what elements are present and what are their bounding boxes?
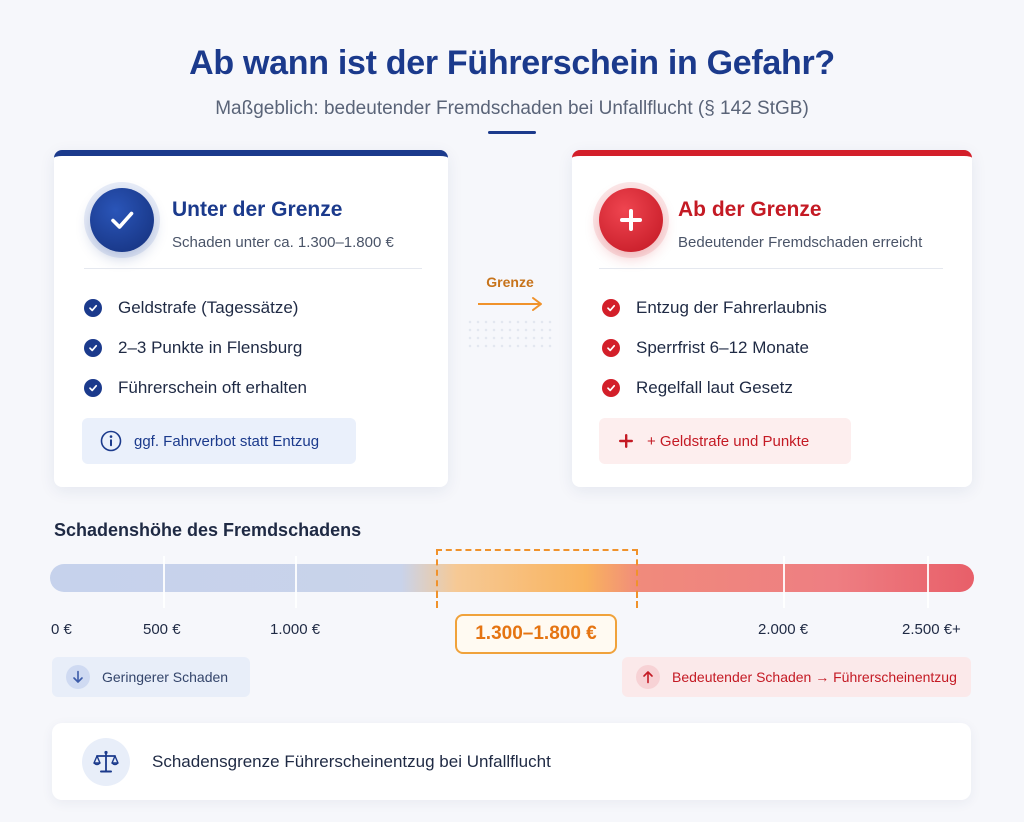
list-item-label: 2–3 Punkte in Flensburg (118, 338, 303, 357)
info-note: ggf. Fahrverbot statt Entzug (82, 418, 356, 464)
arrow-down-icon (66, 665, 90, 689)
above-threshold-card: Ab der Grenze Bedeutender Fremdschaden e… (572, 150, 972, 487)
list-item: Regelfall laut Gesetz (602, 368, 827, 408)
page-subtitle: Maßgeblich: bedeutender Fremdschaden bei… (215, 98, 809, 119)
below-threshold-card: Unter der Grenze Schaden unter ca. 1.300… (54, 150, 448, 487)
scale-tick (295, 556, 297, 608)
threshold-zone-edge (636, 592, 638, 608)
card-subtitle: Schaden unter ca. 1.300–1.800 € (172, 234, 394, 251)
arrow-up-icon (636, 665, 660, 689)
note-text: ggf. Fahrverbot statt Entzug (134, 432, 320, 450)
check-icon (90, 188, 154, 252)
scale-title: Schadenshöhe des Fremdschadens (54, 520, 362, 540)
scale-tick (927, 556, 929, 608)
check-icon (84, 339, 102, 357)
tick-label: 500 € (143, 621, 181, 638)
threshold-zone-marker (436, 549, 638, 607)
scales-icon (82, 738, 130, 786)
tag-label: Geringerer Schaden (102, 669, 229, 685)
tag-label: Bedeutender Schaden → Führerscheinentzug (672, 669, 957, 685)
threshold-zone-edge (436, 592, 438, 608)
consequence-list: Geldstrafe (Tagessätze) 2–3 Punkte in Fl… (84, 288, 307, 408)
tick-label: 2.000 € (758, 621, 809, 638)
footer-banner: Schadensgrenze Führerscheinentzug bei Un… (52, 723, 971, 800)
footer-text: Schadensgrenze Führerscheinentzug bei Un… (152, 752, 551, 771)
low-damage-tag: Geringerer Schaden (52, 657, 250, 697)
list-item-label: Sperrfrist 6–12 Monate (636, 338, 809, 357)
card-divider (84, 268, 422, 269)
card-title: Ab der Grenze (678, 198, 822, 221)
decorative-dots (466, 318, 554, 348)
list-item-label: Regelfall laut Gesetz (636, 378, 793, 397)
tick-label: 1.000 € (270, 621, 321, 638)
card-subtitle: Bedeutender Fremdschaden erreicht (678, 234, 923, 251)
list-item-label: Führerschein oft erhalten (118, 378, 307, 397)
title-divider (488, 131, 536, 134)
threshold-range-badge: 1.300–1.800 € (455, 614, 617, 654)
plus-icon (617, 432, 635, 450)
scale-tick (783, 556, 785, 608)
arrow-right-icon (476, 294, 546, 319)
list-item: Geldstrafe (Tagessätze) (84, 288, 307, 328)
penalty-note: + Geldstrafe und Punkte (599, 418, 851, 464)
list-item-label: Geldstrafe (Tagessätze) (118, 298, 299, 317)
threshold-label: Grenze (486, 274, 534, 290)
info-icon (100, 430, 122, 452)
page-title: Ab wann ist der Führerschein in Gefahr? (189, 44, 835, 82)
list-item-label: Entzug der Fahrerlaubnis (636, 298, 827, 317)
tick-label: 0 € (51, 621, 72, 638)
list-item: Sperrfrist 6–12 Monate (602, 328, 827, 368)
consequence-list: Entzug der Fahrerlaubnis Sperrfrist 6–12… (602, 288, 827, 408)
card-title: Unter der Grenze (172, 198, 343, 221)
tick-label: 2.500 €+ (902, 621, 961, 638)
check-icon (602, 379, 620, 397)
damage-scale-bar (50, 564, 974, 592)
check-icon (84, 299, 102, 317)
high-damage-tag: Bedeutender Schaden → Führerscheinentzug (622, 657, 971, 697)
note-text: + Geldstrafe und Punkte (647, 432, 810, 450)
check-icon (84, 379, 102, 397)
card-divider (599, 268, 943, 269)
list-item: Führerschein oft erhalten (84, 368, 307, 408)
list-item: 2–3 Punkte in Flensburg (84, 328, 307, 368)
list-item: Entzug der Fahrerlaubnis (602, 288, 827, 328)
check-icon (602, 339, 620, 357)
check-icon (602, 299, 620, 317)
plus-icon (599, 188, 663, 252)
scale-tick (163, 556, 165, 608)
